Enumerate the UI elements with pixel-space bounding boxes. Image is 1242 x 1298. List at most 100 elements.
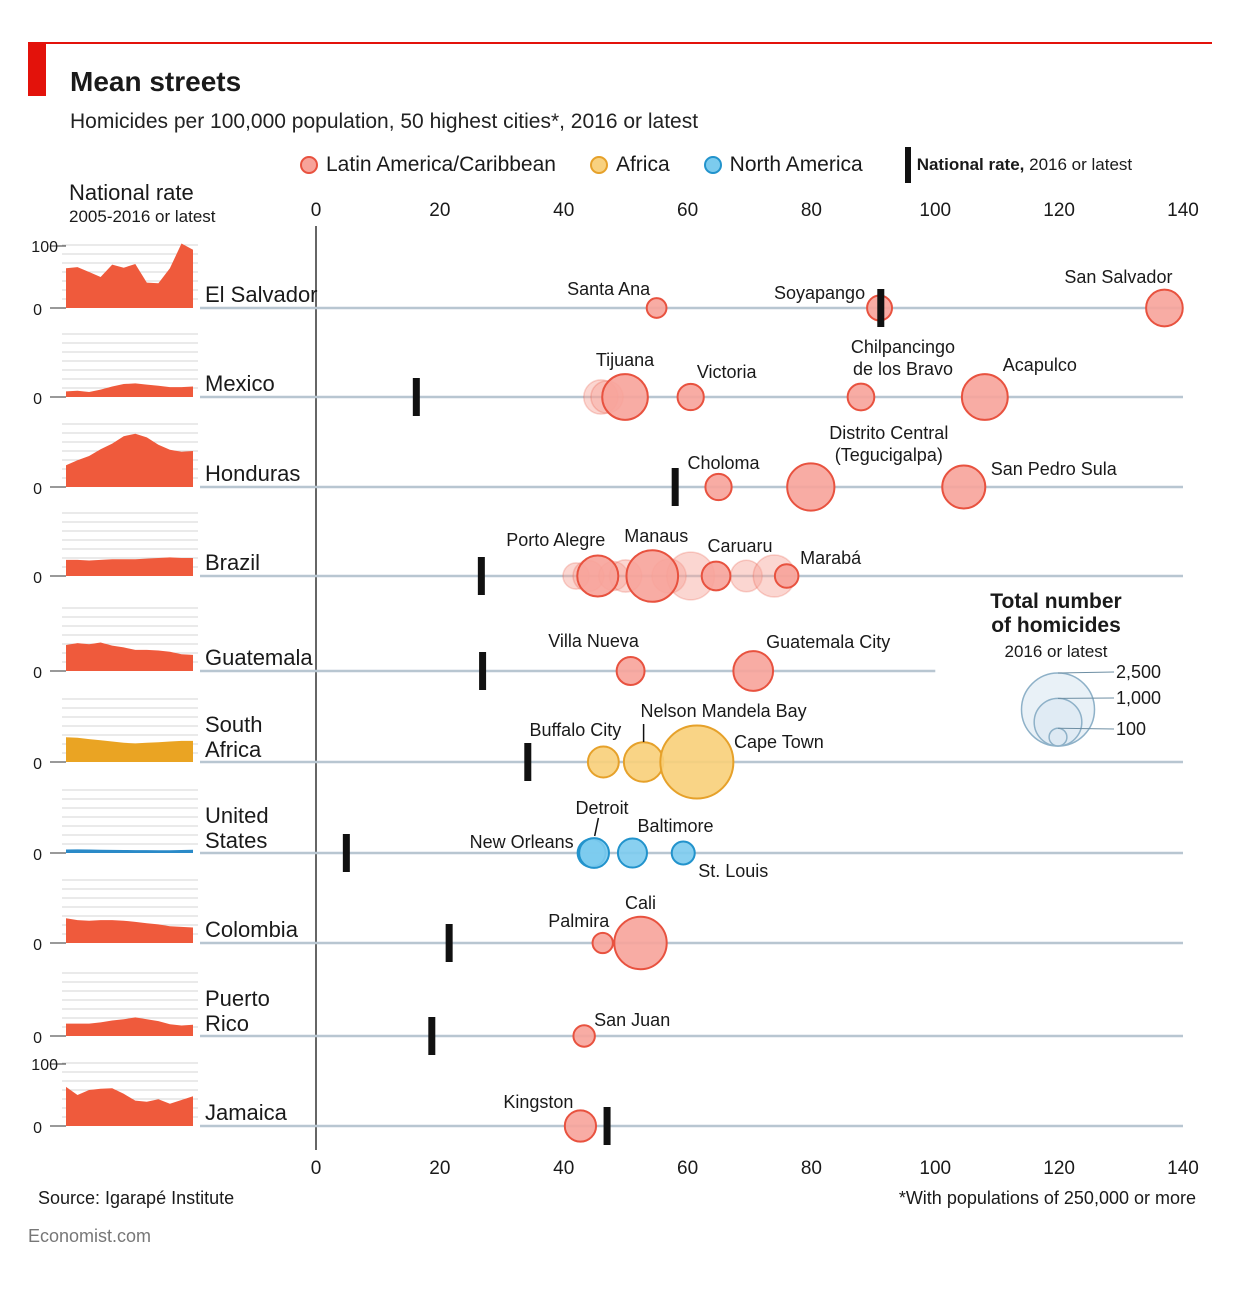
row-2-label-choloma: Choloma — [688, 453, 761, 473]
row-8-country-name-line1: Puerto — [205, 986, 270, 1011]
row-5-national-rate-marker — [524, 743, 532, 781]
row-9-sparkline-area — [66, 1086, 193, 1126]
row-4-bubble-villa-nueva — [615, 656, 646, 686]
row-3-bubble-manaus — [625, 549, 680, 603]
legend-national-bar — [904, 147, 911, 183]
legend-item-africa: Africa — [589, 153, 670, 177]
row-6-country-name-line2: States — [205, 828, 267, 853]
x-tick-top-140: 140 — [1167, 200, 1199, 221]
x-tick-bottom-100: 100 — [919, 1158, 951, 1179]
row-6-bubble-st-louis — [670, 840, 696, 866]
row-5-country-name-line2: Africa — [205, 737, 262, 762]
row-8-national-rate-marker — [428, 1017, 436, 1055]
row-3-bubble-porto-alegre — [576, 554, 620, 598]
row-3-label-porto-alegre: Porto Alegre — [506, 530, 605, 550]
size-legend-title-2: of homicides — [991, 614, 1121, 637]
row-7-country-name: Colombia — [205, 917, 299, 942]
row-9-national-rate-marker — [603, 1107, 611, 1145]
x-tick-bottom-140: 140 — [1167, 1158, 1199, 1179]
chart-subtitle: Homicides per 100,000 population, 50 hig… — [70, 110, 699, 133]
economist-red-tag — [28, 42, 46, 96]
row-5-bubble-nelson-mandela-bay — [622, 741, 665, 783]
row-9-bubble-kingston — [563, 1109, 598, 1143]
size-legend-label-1: 1,000 — [1116, 688, 1161, 708]
x-tick-bottom-60: 60 — [677, 1158, 698, 1179]
size-legend-circle-2 — [1048, 727, 1068, 747]
row-4-national-rate-marker — [479, 652, 487, 690]
row-7-sparkline-area — [66, 918, 193, 943]
national-rate-years: 2005-2016 or latest — [69, 207, 216, 226]
row-0-sparkline-area — [66, 243, 193, 308]
x-tick-top-100: 100 — [919, 200, 951, 221]
row-2-bubble-distrito-central — [786, 462, 836, 512]
x-tick-bottom-40: 40 — [553, 1158, 574, 1179]
row-4-spark-zero-label: 0 — [33, 665, 42, 682]
x-tick-bottom-120: 120 — [1043, 1158, 1075, 1179]
x-tick-top-40: 40 — [553, 200, 574, 221]
row-0-national-rate-marker — [877, 289, 885, 327]
row-6-sparkline-area — [66, 849, 193, 853]
row-3-country-name: Brazil — [205, 550, 260, 575]
row-2-spark-zero-label: 0 — [33, 481, 42, 498]
row-7-label-cali: Cali — [625, 893, 656, 913]
source-note: Source: Igarapé Institute — [38, 1188, 235, 1208]
row-1-label-tijuana: Tijuana — [596, 350, 655, 370]
national-rate-header: National rate 2005-2016 or latest — [69, 180, 216, 228]
row-2-label-distrito-central-2: (Tegucigalpa) — [835, 445, 943, 465]
row-6-label-detroit: Detroit — [576, 798, 629, 818]
row-2-sparkline-area — [66, 433, 193, 487]
legend-label-latam: Latin America/Caribbean — [326, 153, 556, 176]
row-1-label-chilpancingo-1: Chilpancingo — [851, 337, 955, 357]
row-0-spark-zero-label: 0 — [33, 302, 42, 319]
size-legend-title-1: Total number — [990, 590, 1121, 613]
legend-swatch-latam — [300, 156, 318, 174]
row-5-bubble-buffalo-city — [586, 745, 620, 779]
row-0-label-soyapango: Soyapango — [774, 283, 865, 303]
row-4-country-name: Guatemala — [205, 645, 313, 670]
row-7-national-rate-marker — [445, 924, 453, 962]
brand-credit: Economist.com — [28, 1226, 152, 1246]
row-4-label-guatemala-city: Guatemala City — [766, 632, 890, 652]
row-1-bubble-victoria — [676, 382, 705, 412]
size-legend-subtitle: 2016 or latest — [1004, 642, 1107, 661]
row-6-spark-zero-label: 0 — [33, 847, 42, 864]
row-1-spark-zero-label: 0 — [33, 391, 42, 408]
size-legend-leader-2 — [1057, 727, 1115, 730]
row-3-label-marab-: Marabá — [800, 548, 862, 568]
row-7-spark-zero-label: 0 — [33, 937, 42, 954]
size-legend-label-2: 100 — [1116, 719, 1146, 739]
row-3-label-caruaru: Caruaru — [708, 536, 773, 556]
row-1-bubble-acapulco — [960, 373, 1009, 421]
legend-swatch-africa — [589, 156, 608, 174]
row-1-label-acapulco: Acapulco — [1003, 355, 1077, 375]
row-9-country-name: Jamaica — [205, 1100, 288, 1125]
row-2-national-rate-marker — [671, 468, 679, 506]
row-8-sparkline-area — [66, 1017, 193, 1036]
row-6-bubble-detroit — [578, 837, 610, 869]
row-5-label-nelson-mandela-bay: Nelson Mandela Bay — [641, 701, 807, 721]
row-3-bubble-marab- — [773, 563, 800, 589]
row-7-bubble-palmira — [591, 931, 614, 955]
row-0-label-santa-ana: Santa Ana — [567, 279, 651, 299]
row-6-country-name-line1: United — [205, 803, 269, 828]
row-5-label-buffalo-city: Buffalo City — [529, 720, 621, 740]
row-3-bubble-caruaru — [700, 560, 732, 592]
row-5-label-cape-town: Cape Town — [734, 732, 824, 752]
row-8-country-name-line2: Rico — [205, 1011, 249, 1036]
row-6-label-baltimore: Baltimore — [637, 816, 713, 836]
national-rate-title: National rate — [69, 180, 194, 205]
row-4-label-villa-nueva: Villa Nueva — [548, 631, 640, 651]
row-5-spark-zero-label: 0 — [33, 756, 42, 773]
row-1-label-chilpancingo-2: de los Bravo — [853, 359, 953, 379]
row-0-label-san-salvador: San Salvador — [1064, 267, 1172, 287]
row-3-national-rate-marker — [477, 557, 485, 595]
row-3-sparkline-area — [66, 557, 193, 576]
x-tick-top-120: 120 — [1043, 200, 1075, 221]
x-tick-top-20: 20 — [429, 200, 450, 221]
legend-national-rest: 2016 or latest — [1024, 155, 1133, 174]
row-8-spark-zero-label: 0 — [33, 1030, 42, 1047]
row-7-label-palmira: Palmira — [548, 911, 610, 931]
chart-title: Mean streets — [70, 66, 242, 97]
legend-label-africa: Africa — [615, 153, 670, 176]
